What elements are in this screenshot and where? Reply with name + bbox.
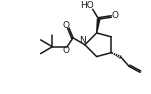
Text: O: O (112, 11, 119, 20)
Text: HO: HO (80, 1, 94, 10)
Text: O: O (63, 46, 70, 55)
Text: N: N (80, 36, 86, 45)
Polygon shape (97, 19, 100, 33)
Text: O: O (63, 21, 70, 30)
